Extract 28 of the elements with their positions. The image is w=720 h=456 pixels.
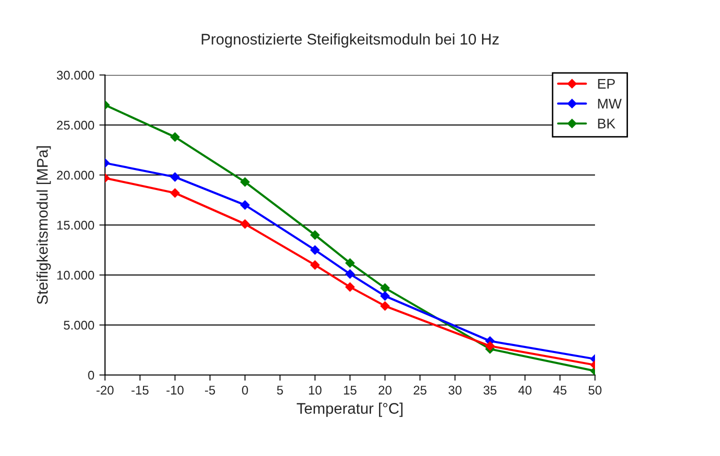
- x-tick-label: -20: [96, 386, 114, 395]
- x-tick-label: 20: [378, 386, 392, 395]
- y-tick-label: 0: [88, 370, 94, 380]
- x-tick-label: 5: [277, 386, 283, 395]
- chart-title: Prognostizierte Steifigkeitsmoduln bei 10 Hz: [202, 33, 499, 48]
- x-tick-label: 45: [553, 386, 566, 395]
- legend-label: MW: [598, 98, 622, 108]
- y-tick-label: 5.000: [64, 320, 94, 330]
- y-tick-label: 15.000: [57, 220, 94, 230]
- x-tick-label: 30: [448, 386, 462, 395]
- x-tick-label: -5: [205, 386, 216, 395]
- y-axis-title: Steifigkeitsmodul [MPa]: [36, 146, 51, 304]
- x-tick-label: 10: [309, 386, 322, 395]
- y-tick-label: 10.000: [57, 270, 94, 280]
- legend-label: BK: [598, 118, 616, 128]
- x-tick-label: 0: [242, 386, 248, 395]
- x-tick-label: -10: [166, 386, 184, 395]
- x-tick-label: 35: [484, 386, 496, 395]
- x-tick-label: 40: [518, 386, 532, 395]
- x-tick-label: 15: [344, 386, 356, 395]
- x-axis-title: Temperatur [°C]: [296, 402, 402, 417]
- y-tick-label: 30.000: [56, 70, 94, 80]
- legend-label: EP: [598, 79, 615, 89]
- x-tick-label: -15: [132, 386, 149, 395]
- y-tick-label: 20.000: [56, 170, 94, 180]
- y-tick-label: 25.000: [56, 120, 94, 130]
- x-tick-label: 25: [414, 386, 426, 395]
- x-tick-label: 50: [588, 386, 602, 395]
